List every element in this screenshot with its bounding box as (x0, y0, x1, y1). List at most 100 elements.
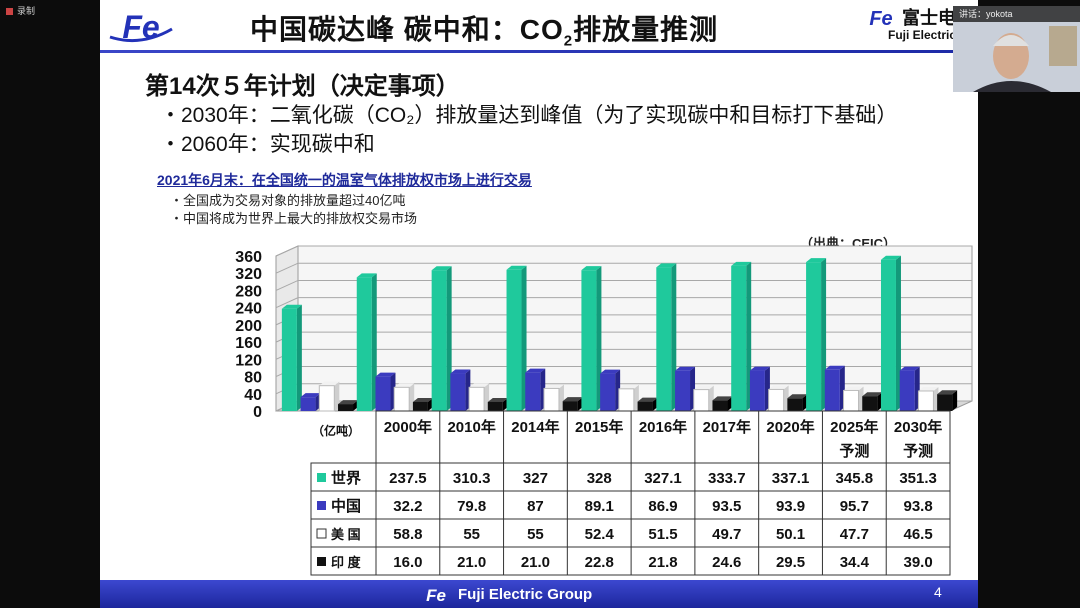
bar-1-5 (675, 370, 691, 411)
bar-2-0-side (334, 381, 340, 411)
bar-1-8-top (899, 366, 920, 371)
bar-1-6-top (749, 366, 770, 371)
bar-2-6 (768, 388, 785, 412)
bar-3-8 (937, 394, 953, 411)
bar-2-8 (917, 390, 934, 412)
bar-0-1 (356, 277, 372, 411)
y-tick-label: 320 (235, 266, 262, 283)
data-label: 89.1 (585, 498, 614, 515)
brand-name-en: Fuji Electric (888, 28, 957, 42)
bar-3-3-top (562, 397, 583, 402)
bar-0-7 (806, 262, 822, 411)
legend-label: 中国 (331, 497, 361, 515)
y-tick-label: 80 (244, 370, 262, 387)
data-label: 93.8 (904, 498, 933, 515)
brand-fe-icon: Fe (869, 8, 892, 28)
bullet-2060: ・2060年：实现碳中和 (160, 133, 375, 156)
bar-3-0 (338, 404, 354, 411)
fuji-electric-logo-icon: Fe (108, 9, 174, 45)
header-divider (100, 50, 978, 53)
bar-0-6 (731, 265, 747, 411)
data-label: 58.8 (393, 526, 422, 543)
bar-0-8-top (880, 255, 901, 260)
bar-0-1-side (371, 273, 377, 411)
bar-0-8 (880, 259, 896, 411)
data-label: 345.8 (836, 470, 874, 487)
bar-3-5-top (712, 396, 733, 401)
x-category-label: 2014年 (511, 418, 559, 436)
data-label: 337.1 (772, 470, 810, 487)
bar-3-2 (487, 401, 503, 411)
legend-label: 美 国 (331, 527, 361, 542)
bar-0-4-top (581, 266, 602, 271)
data-label: 46.5 (904, 526, 933, 543)
bar-3-8-top (937, 390, 958, 395)
bar-2-5 (693, 389, 710, 412)
bar-3-3 (562, 401, 578, 411)
bar-2-3-top (543, 384, 564, 389)
bar-0-3-top (506, 265, 527, 270)
data-label: 50.1 (776, 526, 805, 543)
bar-2-3 (543, 387, 560, 412)
bar-1-2-top (450, 369, 471, 374)
bar-0-7-top (806, 258, 827, 263)
section-heading: 第14次５年计划（决定事项） (145, 73, 460, 100)
x-category-label: 2016年 (639, 418, 687, 436)
bar-1-1-top (375, 372, 396, 377)
data-label: 237.5 (389, 470, 427, 487)
bar-1-3 (525, 372, 541, 411)
bar-1-6 (749, 370, 765, 411)
bar-3-6-top (787, 394, 808, 399)
bar-1-3-top (525, 368, 546, 373)
data-label: 24.6 (712, 554, 741, 571)
bar-0-2 (431, 270, 447, 411)
data-label: 327.1 (644, 470, 682, 487)
bar-2-5-top (693, 385, 714, 390)
bar-0-4 (581, 270, 597, 411)
bar-0-0-top (281, 304, 302, 309)
data-label: 22.8 (585, 554, 614, 571)
data-label: 55 (463, 526, 480, 543)
data-label: 55 (527, 526, 544, 543)
slide-title: 中国碳达峰 碳中和：CO2排放量推测 (250, 8, 718, 50)
bar-0-5 (656, 267, 672, 411)
data-label: 47.7 (840, 526, 869, 543)
bar-3-0-top (338, 400, 359, 405)
y-tick-label: 360 (235, 249, 262, 266)
svg-text:Fe: Fe (426, 586, 446, 603)
bar-0-3 (506, 269, 522, 411)
footer-label: Fuji Electric Group (458, 586, 593, 603)
bar-2-2 (468, 386, 485, 412)
legend-swatch (317, 501, 326, 510)
bar-3-4 (637, 401, 653, 411)
data-label: 328 (587, 470, 612, 487)
data-label: 310.3 (453, 470, 491, 487)
sub-bullet-largest: ・中国将成为世界上最大的排放权交易市场 (170, 211, 418, 226)
y-tick-label: 280 (235, 283, 262, 300)
footer-fe-icon: Fe (426, 586, 446, 603)
svg-text:Fe: Fe (869, 8, 892, 28)
x-category-label: 2025年 (830, 418, 878, 436)
bar-3-7 (862, 396, 878, 411)
legend-swatch (317, 473, 326, 482)
y-tick-label: 0 (253, 404, 262, 421)
data-label: 79.8 (457, 498, 486, 515)
bar-3-4-top (637, 397, 658, 402)
y-tick-label: 240 (235, 301, 262, 318)
data-label: 95.7 (840, 498, 869, 515)
bar-2-8-top (918, 386, 939, 391)
page-number: 4 (934, 584, 942, 600)
x-category-label: 2020年 (766, 418, 814, 436)
brand-block: Fe 富士电 Fuji Electric (860, 2, 978, 48)
data-label: 21.8 (648, 554, 677, 571)
bar-2-7 (843, 389, 860, 412)
bar-1-0-top (300, 393, 321, 398)
bar-1-4 (600, 373, 616, 411)
bar-2-4 (618, 388, 635, 412)
bar-3-2-top (487, 397, 508, 402)
data-label: 32.2 (393, 498, 422, 515)
bar-1-5-top (675, 366, 696, 371)
speaker-video-tile[interactable]: 讲话：yokota (953, 6, 1080, 92)
bar-1-2 (450, 373, 466, 411)
